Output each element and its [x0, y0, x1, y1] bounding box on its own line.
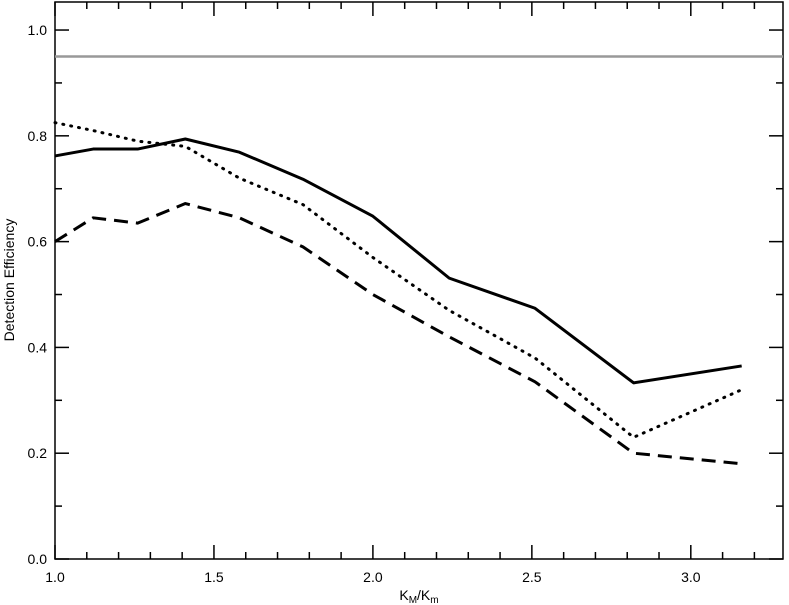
y-axis-label: Detection Efficiency [1, 219, 17, 342]
y-tick-label: 0.6 [28, 234, 48, 250]
series-line [54, 137, 742, 385]
x-tick-label: 3.0 [681, 569, 701, 585]
series-line [54, 202, 742, 466]
x-tick-label: 2.0 [363, 569, 383, 585]
y-tick-label: 0.8 [28, 128, 48, 144]
y-tick-label: 0.4 [28, 339, 48, 355]
y-tick-label: 0.2 [28, 445, 48, 461]
x-label-part: K [399, 587, 409, 603]
x-label-part: /K [417, 587, 431, 603]
y-tick-label: 0.0 [28, 551, 48, 567]
y-tick-label: 1.0 [28, 22, 48, 38]
x-axis-label: KM/Km [399, 587, 438, 605]
series-line [53, 121, 744, 439]
plot-frame [54, 1, 784, 560]
x-tick-label: 1.0 [45, 569, 65, 585]
x-label-sub: M [409, 595, 417, 605]
x-label-sub: m [430, 595, 438, 605]
x-tick-label: 2.5 [522, 569, 542, 585]
x-tick-label: 1.5 [204, 569, 224, 585]
